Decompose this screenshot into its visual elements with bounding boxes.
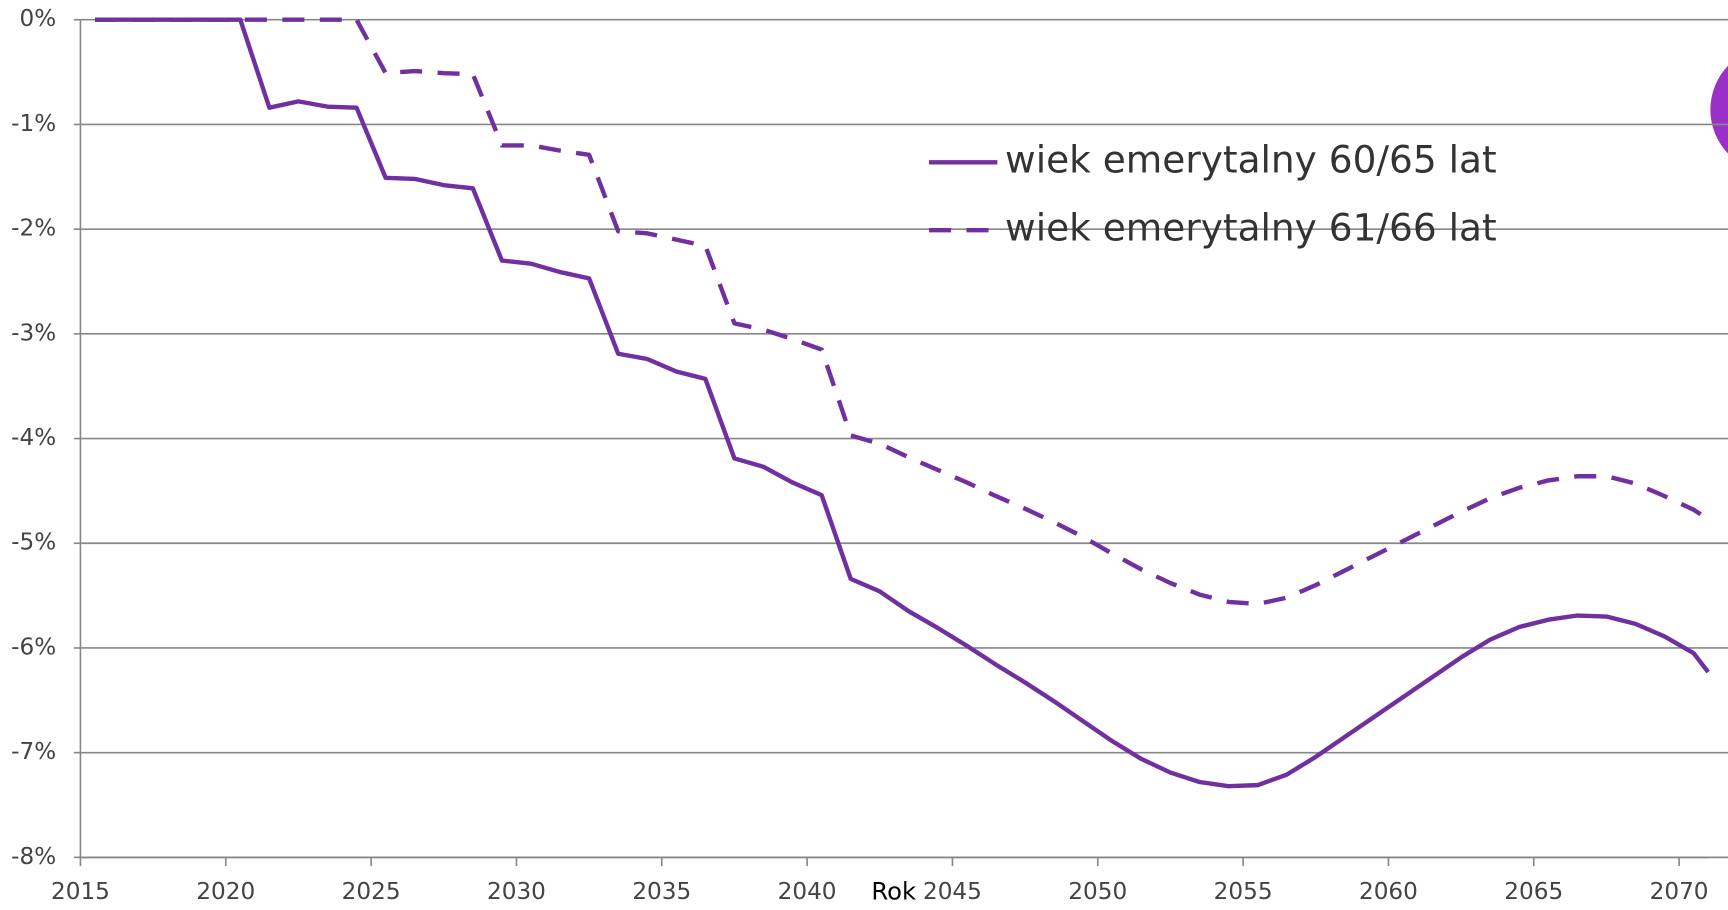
x-tick-label: 2015 xyxy=(51,879,110,905)
series-line xyxy=(94,17,1710,789)
y-tick-label: -6% xyxy=(11,634,56,660)
decorative-circle xyxy=(1710,65,1728,154)
x-axis-label: Rok xyxy=(871,877,916,905)
y-tick-label: -4% xyxy=(11,425,56,451)
x-tick-label: 2025 xyxy=(342,879,401,905)
legend-label: wiek emerytalny 60/65 lat xyxy=(1005,138,1497,182)
x-tick-label: 2045 xyxy=(923,879,982,905)
x-tick-label: 2040 xyxy=(778,879,837,905)
y-tick-label: -3% xyxy=(11,320,56,346)
x-tick-label: 2060 xyxy=(1359,879,1418,905)
x-tick-label: 2055 xyxy=(1214,879,1273,905)
x-tick-label: 2065 xyxy=(1504,879,1563,905)
x-tick-label: 2020 xyxy=(196,879,255,905)
legend-label: wiek emerytalny 61/66 lat xyxy=(1005,206,1497,250)
y-tick-label: -2% xyxy=(11,216,56,242)
y-tick-label: -1% xyxy=(11,111,56,137)
y-tick-label: -5% xyxy=(11,530,56,556)
x-tick-label: 2050 xyxy=(1068,879,1127,905)
x-tick-label: 2030 xyxy=(487,879,546,905)
x-tick-label: 2070 xyxy=(1650,879,1709,905)
x-tick-label: 2035 xyxy=(632,879,691,905)
series-line xyxy=(94,17,1710,607)
y-tick-label: -8% xyxy=(11,844,56,870)
y-tick-label: -7% xyxy=(11,739,56,765)
y-tick-label: 0% xyxy=(19,6,56,32)
